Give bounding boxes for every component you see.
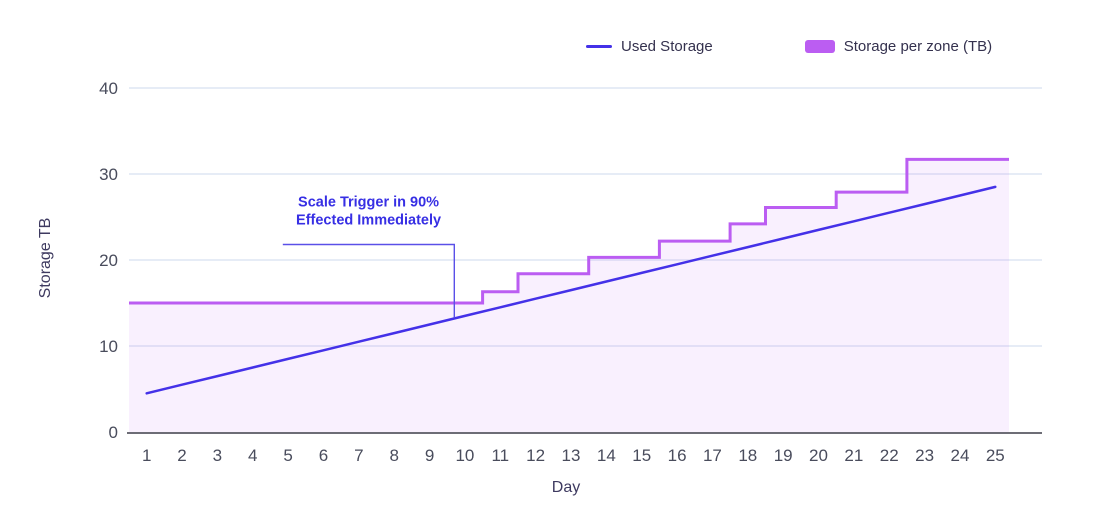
legend-item-storage-per-zone: Storage per zone (TB) xyxy=(804,38,993,55)
legend-item-used-storage: Used Storage xyxy=(586,38,713,55)
x-tick-label: 4 xyxy=(248,446,257,465)
annotation-text-line: Scale Trigger in 90% xyxy=(298,195,439,211)
x-tick-label: 17 xyxy=(703,446,722,465)
y-tick-label: 40 xyxy=(99,79,118,98)
x-tick-label: 16 xyxy=(668,446,687,465)
y-tick-label: 30 xyxy=(99,165,118,184)
y-tick-label: 10 xyxy=(99,337,118,356)
x-tick-label: 15 xyxy=(632,446,651,465)
x-tick-label: 11 xyxy=(491,446,509,465)
used-storage-line xyxy=(145,185,997,395)
x-tick-label: 10 xyxy=(455,446,474,465)
storage-per-zone-step-line xyxy=(129,157,1009,305)
x-tick-label: 22 xyxy=(880,446,899,465)
storage-per-zone-area xyxy=(129,159,1009,432)
x-tick-label: 2 xyxy=(177,446,186,465)
x-tick-label: 12 xyxy=(526,446,545,465)
x-tick-label: 14 xyxy=(597,446,616,465)
annotation-callout-line xyxy=(282,243,455,318)
y-tick-label: 20 xyxy=(99,251,118,270)
x-tick-label: 5 xyxy=(283,446,292,465)
x-tick-label: 20 xyxy=(809,446,828,465)
y-tick-label: 0 xyxy=(109,423,118,442)
x-tick-label: 1 xyxy=(142,446,151,465)
x-tick-label: 13 xyxy=(562,446,581,465)
legend-label-used-storage: Used Storage xyxy=(621,38,713,55)
x-tick-label: 7 xyxy=(354,446,363,465)
x-tick-label: 21 xyxy=(844,446,863,465)
x-tick-label: 3 xyxy=(213,446,222,465)
chart-legend: Used Storage Storage per zone (TB) xyxy=(586,38,992,55)
x-tick-label: 9 xyxy=(425,446,434,465)
legend-line-swatch-icon xyxy=(586,45,612,48)
legend-label-storage-per-zone: Storage per zone (TB) xyxy=(843,38,993,55)
x-tick-label: 24 xyxy=(950,446,969,465)
x-tick-label: 18 xyxy=(738,446,757,465)
x-axis-title: Day xyxy=(551,479,581,496)
annotation-text-line: Effected Immediately xyxy=(296,213,441,229)
x-tick-label: 23 xyxy=(915,446,934,465)
x-tick-label: 25 xyxy=(986,446,1005,465)
x-tick-label: 8 xyxy=(389,446,398,465)
x-tick-label: 6 xyxy=(319,446,328,465)
legend-area-swatch-icon xyxy=(804,40,835,53)
x-tick-label: 19 xyxy=(774,446,793,465)
